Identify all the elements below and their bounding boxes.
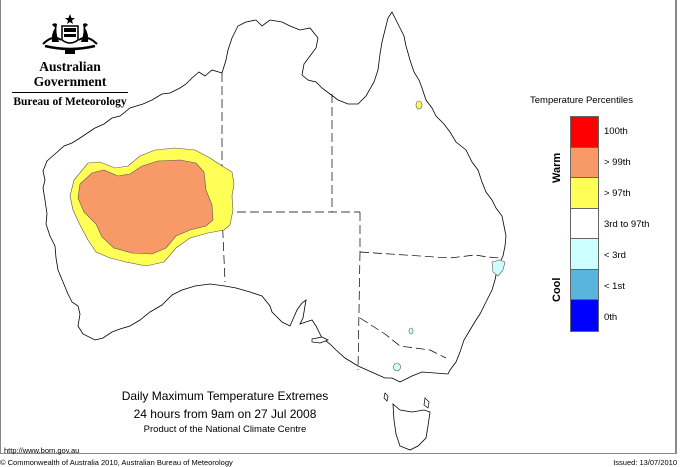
region-gt97-qld [415,100,423,110]
king-island [383,392,389,402]
swatch-0th [571,300,598,331]
swatch-lt3rd [571,239,598,270]
legend-title: Temperature Percentiles [530,95,633,106]
region-gt99-wa [77,159,214,255]
map-title: Daily Maximum Temperature Extremes [121,389,329,403]
legend-color-bar [570,116,599,332]
sa-vic-border [357,251,361,371]
legend-label-100th: 100th [604,126,628,137]
swatch-gt97th [571,178,598,209]
logo-divider [12,92,128,93]
warm-label: Warm [551,152,563,183]
region-lt3-vic [393,362,401,372]
flinders-island [423,397,430,409]
legend-label-lt1st: < 1st [604,281,625,292]
qld-nsw-border [359,251,500,259]
legend-label-gt97th: > 97th [604,188,631,199]
coat-of-arms-icon [42,14,98,54]
region-lt3-inland [408,327,414,335]
swatch-gt99th [571,147,598,178]
website-link[interactable]: http://www.bom.gov.au [4,446,80,455]
map-producer: Product of the National Climate Centre [143,424,307,435]
kangaroo-island [311,336,329,344]
issued-date: Issued: 13/07/2010 [613,458,677,467]
legend-label-gt99th: > 99th [604,157,631,168]
map-frame [0,0,677,454]
bom-logo: Australian Government Bureau of Meteorol… [10,12,130,108]
legend-label-3rd-to-97th: 3rd to 97th [604,219,650,230]
cool-label: Cool [551,277,563,302]
nsw-vic-border [359,317,447,359]
tasmania-coastline [392,403,431,451]
swatch-lt1st [571,269,598,300]
legend-label-lt3rd: < 3rd [604,250,626,261]
map-period: 24 hours from 9am on 27 Jul 2008 [133,407,317,421]
copyright-notice: © Commonwealth of Australia 2010, Austra… [0,458,233,467]
legend-label-0th: 0th [604,312,618,323]
region-lt3-nsw-coast [491,259,506,277]
government-name: Australian Government [33,59,107,89]
mainland-coastline [42,11,507,383]
swatch-3rd-to-97th [571,208,598,239]
swatch-100th [571,117,598,148]
agency-name: Bureau of Meteorology [13,96,127,108]
